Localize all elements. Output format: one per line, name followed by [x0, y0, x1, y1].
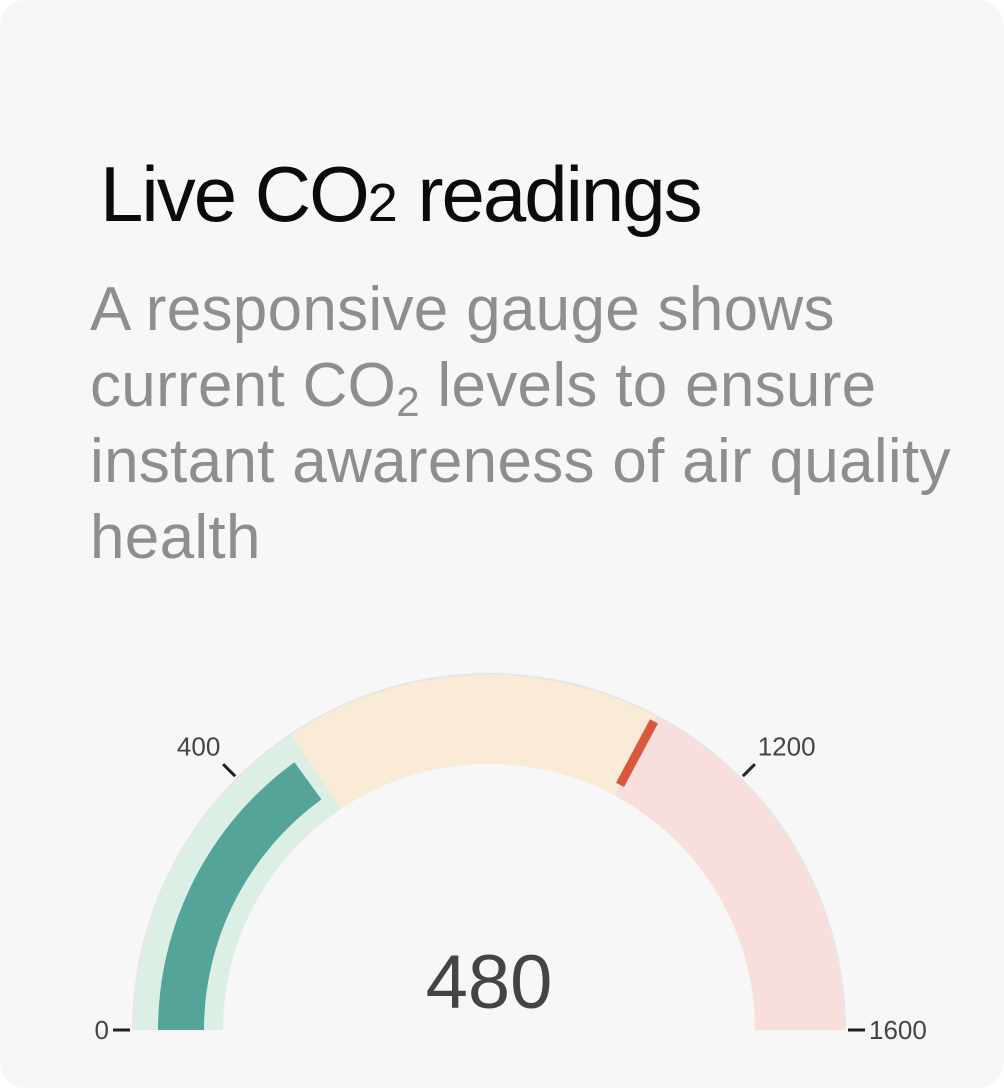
title-main: Live CO — [100, 150, 370, 238]
gauge-band-2 — [291, 673, 657, 809]
gauge-tick-label-1600: 1600 — [869, 1015, 927, 1045]
gauge-tick-400 — [222, 763, 237, 778]
gauge-tick-label-0: 0 — [95, 1015, 109, 1045]
card-title: Live CO2 readings — [100, 148, 703, 242]
gauge-tick-label-400: 400 — [177, 731, 220, 761]
gauge-value-arc — [158, 762, 322, 1030]
gauge-tick-label-1200: 1200 — [758, 731, 816, 761]
gauge-outer-edge — [132, 673, 846, 1031]
card-description: A responsive gauge shows current CO2 lev… — [90, 272, 970, 576]
gauge-marker — [616, 719, 658, 787]
gauge-ticks: 0 400 1200 1600 — [95, 731, 927, 1045]
description-part-2: levels to ensure instant awareness of ai… — [90, 351, 951, 572]
gauge-value-label: 480 — [426, 940, 553, 1025]
title-rest: readings — [397, 150, 702, 238]
co2-gauge: 0 400 1200 1600 480 — [95, 673, 927, 1045]
gauge-tick-1200 — [741, 763, 756, 778]
description-subscript: 2 — [396, 378, 420, 425]
description-part-1: A responsive gauge shows current CO — [90, 275, 835, 420]
gauge-band-3 — [614, 716, 845, 1030]
title-subscript: 2 — [367, 173, 398, 233]
